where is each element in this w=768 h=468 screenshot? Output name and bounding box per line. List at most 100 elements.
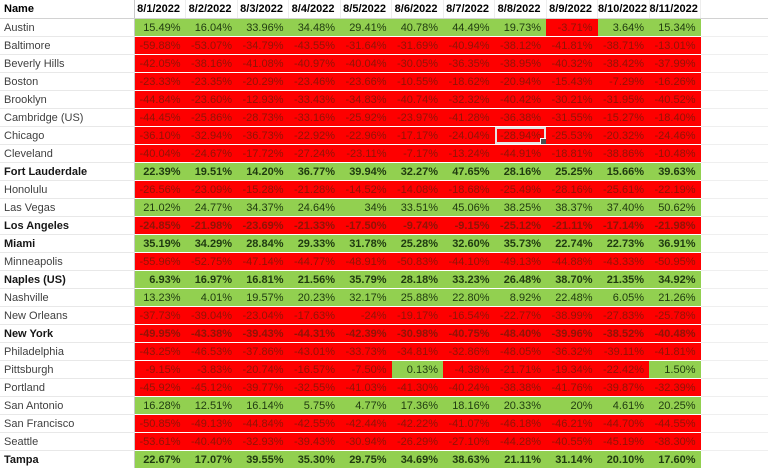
value-cell[interactable]: 39.94% xyxy=(340,162,392,181)
value-cell[interactable]: -26.56% xyxy=(134,180,186,199)
value-cell[interactable]: -28.16% xyxy=(546,180,598,199)
date-column-header[interactable]: 8/10/2022 xyxy=(597,0,650,19)
value-cell[interactable]: 20.10% xyxy=(597,450,649,468)
value-cell[interactable]: -43.01% xyxy=(288,342,340,361)
value-cell[interactable]: -24.46% xyxy=(649,126,701,145)
value-cell[interactable]: 22.74% xyxy=(546,234,598,253)
value-cell[interactable]: -27.83% xyxy=(597,306,649,325)
value-cell[interactable]: 40.78% xyxy=(391,18,443,37)
empty-column-header[interactable] xyxy=(700,0,768,19)
row-name-cell[interactable]: Los Angeles xyxy=(0,216,135,235)
value-cell[interactable]: -44.10% xyxy=(443,252,495,271)
value-cell[interactable]: -28.73% xyxy=(237,108,289,127)
value-cell[interactable]: -36.32% xyxy=(546,342,598,361)
value-cell[interactable]: 35.19% xyxy=(134,234,186,253)
value-cell[interactable]: 38.37% xyxy=(546,198,598,217)
value-cell[interactable]: -31.69% xyxy=(391,36,443,55)
value-cell[interactable]: 33.51% xyxy=(391,198,443,217)
value-cell[interactable]: -20.94% xyxy=(494,72,546,91)
value-cell[interactable]: 5.75% xyxy=(288,396,340,415)
value-cell[interactable]: -41.81% xyxy=(546,36,598,55)
value-cell[interactable]: -46.21% xyxy=(546,414,598,433)
value-cell[interactable]: -40.94% xyxy=(443,36,495,55)
value-cell[interactable]: 28.84% xyxy=(237,234,289,253)
value-cell[interactable]: 25.25% xyxy=(546,162,598,181)
value-cell[interactable]: 25.28% xyxy=(391,234,443,253)
value-cell[interactable]: 34.37% xyxy=(237,198,289,217)
value-cell[interactable]: -40.97% xyxy=(288,54,340,73)
value-cell[interactable]: -34.83% xyxy=(340,90,392,109)
value-cell[interactable]: 20% xyxy=(546,396,598,415)
empty-cell[interactable] xyxy=(700,414,768,433)
row-name-cell[interactable]: Las Vegas xyxy=(0,198,135,217)
value-cell[interactable]: 38.25% xyxy=(494,198,546,217)
value-cell[interactable]: -19.17% xyxy=(391,306,443,325)
value-cell[interactable]: 34.92% xyxy=(649,270,701,289)
value-cell[interactable]: -39.43% xyxy=(288,432,340,451)
selected-cell[interactable]: -28.94% xyxy=(494,126,546,145)
value-cell[interactable]: -40.40% xyxy=(185,432,237,451)
value-cell[interactable]: -53.07% xyxy=(185,36,237,55)
value-cell[interactable]: 36.91% xyxy=(649,234,701,253)
value-cell[interactable]: -22.19% xyxy=(649,180,701,199)
value-cell[interactable]: -32.32% xyxy=(443,90,495,109)
value-cell[interactable]: -43.33% xyxy=(597,252,649,271)
empty-cell[interactable] xyxy=(700,288,768,307)
empty-cell[interactable] xyxy=(700,198,768,217)
value-cell[interactable]: 33.23% xyxy=(443,270,495,289)
value-cell[interactable]: -22.77% xyxy=(494,306,546,325)
value-cell[interactable]: 22.80% xyxy=(443,288,495,307)
row-name-cell[interactable]: New York xyxy=(0,324,135,343)
empty-cell[interactable] xyxy=(700,306,768,325)
value-cell[interactable]: 35.73% xyxy=(494,234,546,253)
value-cell[interactable]: -12.93% xyxy=(237,90,289,109)
value-cell[interactable]: -25.78% xyxy=(649,306,701,325)
value-cell[interactable]: -13.24% xyxy=(443,144,495,163)
value-cell[interactable]: -21.11% xyxy=(546,216,598,235)
value-cell[interactable]: -18.62% xyxy=(443,72,495,91)
value-cell[interactable]: -40.75% xyxy=(443,324,495,343)
value-cell[interactable]: 20.33% xyxy=(494,396,546,415)
value-cell[interactable]: -48.91% xyxy=(340,252,392,271)
value-cell[interactable]: -20.29% xyxy=(237,72,289,91)
value-cell[interactable]: -36.35% xyxy=(443,54,495,73)
value-cell[interactable]: 29.75% xyxy=(340,450,392,468)
value-cell[interactable]: -32.55% xyxy=(288,378,340,397)
value-cell[interactable]: -38.30% xyxy=(649,432,701,451)
empty-cell[interactable] xyxy=(700,324,768,343)
row-name-cell[interactable]: Boston xyxy=(0,72,135,91)
empty-cell[interactable] xyxy=(700,234,768,253)
value-cell[interactable]: -25.61% xyxy=(597,180,649,199)
value-cell[interactable]: -44.91% xyxy=(494,144,546,163)
value-cell[interactable]: -17.50% xyxy=(340,216,392,235)
value-cell[interactable]: -37.86% xyxy=(237,342,289,361)
empty-cell[interactable] xyxy=(700,396,768,415)
value-cell[interactable]: -25.86% xyxy=(185,108,237,127)
row-name-cell[interactable]: San Antonio xyxy=(0,396,135,415)
value-cell[interactable]: -50.95% xyxy=(649,252,701,271)
value-cell[interactable]: -7.29% xyxy=(597,72,649,91)
value-cell[interactable]: 34.69% xyxy=(391,450,443,468)
value-cell[interactable]: 19.73% xyxy=(494,18,546,37)
value-cell[interactable]: 6.05% xyxy=(597,288,649,307)
value-cell[interactable]: -15.43% xyxy=(546,72,598,91)
value-cell[interactable]: -27.24% xyxy=(288,144,340,163)
date-column-header[interactable]: 8/5/2022 xyxy=(340,0,392,19)
value-cell[interactable]: 4.61% xyxy=(597,396,649,415)
date-column-header[interactable]: 8/3/2022 xyxy=(237,0,289,19)
value-cell[interactable]: -38.99% xyxy=(546,306,598,325)
value-cell[interactable]: -53.61% xyxy=(134,432,186,451)
value-cell[interactable]: 28.18% xyxy=(391,270,443,289)
value-cell[interactable]: -44.28% xyxy=(494,432,546,451)
value-cell[interactable]: -14.52% xyxy=(340,180,392,199)
name-column-header[interactable]: Name xyxy=(0,0,135,19)
value-cell[interactable]: -45.92% xyxy=(134,378,186,397)
value-cell[interactable]: -38.42% xyxy=(597,54,649,73)
value-cell[interactable]: 17.60% xyxy=(649,450,701,468)
value-cell[interactable]: -50.83% xyxy=(391,252,443,271)
value-cell[interactable]: 44.49% xyxy=(443,18,495,37)
value-cell[interactable]: -41.30% xyxy=(391,378,443,397)
value-cell[interactable]: 4.77% xyxy=(340,396,392,415)
value-cell[interactable]: 4.01% xyxy=(185,288,237,307)
value-cell[interactable]: -32.94% xyxy=(185,126,237,145)
